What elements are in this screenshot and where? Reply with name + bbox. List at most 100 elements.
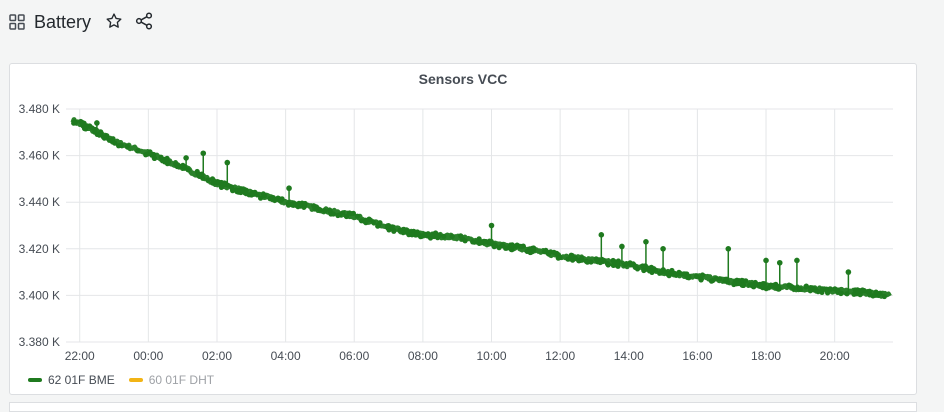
- data-point: [828, 286, 834, 292]
- x-tick-label: 02:00: [202, 349, 232, 363]
- data-point: [775, 285, 781, 292]
- data-point: [159, 158, 166, 164]
- data-point: [335, 212, 341, 219]
- data-point: [684, 274, 691, 280]
- y-tick-label: 3.480 K: [19, 102, 60, 116]
- share-icon[interactable]: [134, 11, 154, 31]
- data-point: [229, 184, 235, 190]
- data-point: [492, 243, 498, 249]
- data-point: [209, 176, 216, 182]
- data-point: [478, 240, 484, 246]
- data-point: [815, 289, 821, 295]
- dashboard-grid-icon: [9, 14, 25, 30]
- dashboard-title[interactable]: Battery: [34, 12, 92, 32]
- legend-swatch: [128, 378, 143, 382]
- data-point: [698, 277, 704, 283]
- data-point: [844, 291, 850, 297]
- spike-point: [619, 243, 625, 250]
- x-tick-label: 12:00: [545, 349, 575, 363]
- data-point: [474, 239, 480, 245]
- data-point: [803, 283, 809, 289]
- data-point: [611, 258, 617, 265]
- data-point: [470, 239, 476, 245]
- data-point: [786, 282, 792, 288]
- legend-swatch: [28, 378, 42, 382]
- data-point: [302, 200, 308, 207]
- data-point: [409, 232, 415, 238]
- data-point: [593, 256, 599, 262]
- data-point: [358, 218, 365, 224]
- spike-point: [94, 120, 100, 126]
- data-point: [673, 272, 680, 278]
- data-point: [819, 286, 825, 292]
- data-point: [605, 262, 611, 268]
- data-point: [272, 197, 278, 203]
- x-tick-label: 10:00: [476, 349, 506, 363]
- panel-title[interactable]: Sensors VCC: [418, 71, 508, 87]
- spike-point: [776, 259, 783, 266]
- data-point: [551, 249, 557, 255]
- data-point: [340, 210, 346, 216]
- data-point: [584, 259, 591, 265]
- data-point: [462, 238, 468, 244]
- data-point: [855, 288, 861, 294]
- x-tick-label: 00:00: [133, 349, 163, 363]
- data-point: [239, 187, 245, 193]
- data-point: [578, 257, 584, 263]
- data-point: [632, 264, 638, 270]
- data-point: [717, 276, 723, 282]
- data-point: [205, 177, 211, 183]
- data-point: [867, 292, 873, 298]
- data-point: [267, 196, 273, 202]
- series-line: [70, 117, 892, 299]
- dashboard-header: Battery: [0, 0, 944, 44]
- x-tick-label: 20:00: [820, 349, 850, 363]
- data-point: [152, 155, 158, 161]
- data-point: [346, 210, 353, 216]
- legend-label: 62 01F BME: [48, 373, 115, 387]
- data-point: [377, 220, 383, 226]
- data-point: [404, 227, 410, 234]
- chart-legend: 62 01F BME 60 01F DHT: [28, 373, 228, 387]
- data-point: [109, 137, 115, 144]
- spike-point: [643, 239, 649, 245]
- data-point: [278, 197, 284, 203]
- data-point: [678, 271, 684, 277]
- data-point: [723, 276, 729, 282]
- data-point: [808, 287, 814, 293]
- spike-point: [598, 232, 605, 238]
- data-point: [343, 213, 350, 220]
- y-tick-label: 3.400 K: [19, 288, 60, 302]
- spike-point: [183, 155, 189, 161]
- data-point: [663, 270, 670, 276]
- data-point: [877, 291, 883, 297]
- y-tick-label: 3.440 K: [19, 195, 60, 209]
- legend-item-62-01f-bme[interactable]: 62 01F BME: [28, 373, 115, 387]
- data-point: [859, 287, 866, 293]
- data-point: [838, 290, 844, 296]
- data-point: [194, 168, 200, 175]
- x-tick-label: 06:00: [339, 349, 369, 363]
- data-point: [389, 224, 395, 230]
- data-point: [363, 220, 369, 226]
- y-tick-label: 3.420 K: [19, 242, 60, 256]
- x-tick-label: 14:00: [614, 349, 644, 363]
- data-point: [669, 267, 675, 274]
- data-point: [435, 235, 441, 241]
- x-tick-label: 16:00: [682, 349, 712, 363]
- data-point: [222, 181, 228, 188]
- next-panel-edge: [9, 402, 917, 412]
- legend-label: 60 01F DHT: [148, 373, 215, 387]
- data-point: [736, 280, 742, 287]
- data-point: [646, 268, 653, 274]
- data-point: [210, 180, 216, 186]
- data-point: [524, 248, 530, 254]
- data-point: [419, 233, 425, 239]
- data-point: [330, 211, 336, 217]
- legend-item-60-01f-dht[interactable]: 60 01F DHT: [128, 373, 215, 387]
- data-point: [327, 207, 333, 213]
- star-icon[interactable]: [105, 12, 123, 30]
- data-point: [482, 239, 489, 245]
- data-point: [293, 202, 299, 208]
- data-point: [260, 191, 266, 197]
